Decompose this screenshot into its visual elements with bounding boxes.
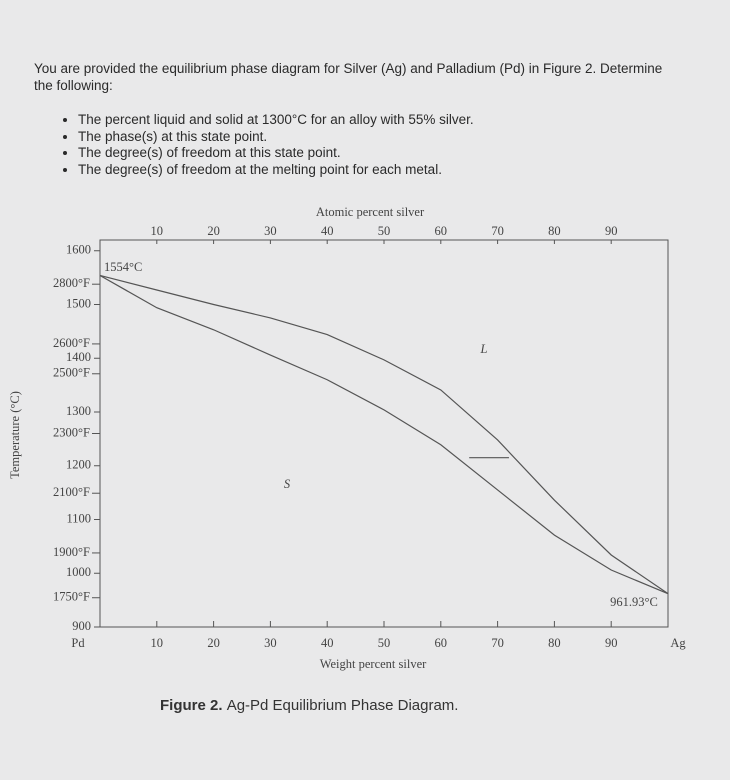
question-list: The percent liquid and solid at 1300°C f… bbox=[56, 112, 474, 178]
y-tick-label: 900 bbox=[72, 619, 91, 633]
y2-tick-label: 1900°F bbox=[53, 545, 90, 559]
question: The percent liquid and solid at 1300°C f… bbox=[78, 112, 474, 129]
x-tick-label: 20 bbox=[207, 636, 220, 650]
plot-frame bbox=[99, 239, 669, 628]
x-tick-label: 10 bbox=[151, 636, 164, 650]
x2-tick-label: 80 bbox=[548, 224, 561, 238]
annotation: S bbox=[284, 477, 291, 491]
x-tick-label: 40 bbox=[321, 636, 334, 650]
x2-tick-label: 70 bbox=[491, 224, 504, 238]
x2-tick-label: 10 bbox=[151, 224, 164, 238]
x2-tick-label: 20 bbox=[207, 224, 220, 238]
top-axis-title: Atomic percent silver bbox=[316, 205, 425, 219]
intro-text: You are provided the equilibrium phase d… bbox=[34, 61, 663, 93]
y-tick-label: 1400 bbox=[66, 350, 91, 364]
caption-label: Figure 2. bbox=[160, 697, 223, 714]
y2-tick-label: 2100°F bbox=[53, 485, 90, 499]
y2-tick-label: 2300°F bbox=[53, 425, 90, 439]
y2-tick-label: 2600°F bbox=[53, 336, 90, 350]
x-tick-label: 90 bbox=[605, 636, 618, 650]
x2-tick-label: 40 bbox=[321, 224, 334, 238]
caption-text: Ag-Pd Equilibrium Phase Diagram. bbox=[226, 697, 459, 714]
x-tick-label: 80 bbox=[548, 636, 561, 650]
annotation: 961.93°C bbox=[610, 595, 658, 609]
y-tick-label: 1200 bbox=[66, 458, 91, 472]
figure-caption: Figure 2. Ag-Pd Equilibrium Phase Diagra… bbox=[160, 697, 458, 714]
x-tick-label: Ag bbox=[670, 636, 686, 650]
annotation: 1554°C bbox=[104, 260, 142, 274]
question: The degree(s) of freedom at the melting … bbox=[78, 162, 474, 179]
x-tick-label: 70 bbox=[491, 636, 504, 650]
y2-tick-label: 2500°F bbox=[53, 366, 90, 380]
phase-boundary bbox=[99, 274, 669, 595]
phase-diagram: Atomic percent silver Weight percent sil… bbox=[8, 205, 687, 671]
y-tick-label: 1100 bbox=[66, 511, 91, 525]
x-axis-title: Weight percent silver bbox=[320, 657, 427, 671]
y-tick-label: 1300 bbox=[66, 404, 91, 418]
y-axis-title: Temperature (°C) bbox=[8, 391, 22, 479]
y-tick-label: 1000 bbox=[66, 565, 91, 579]
phase-boundary bbox=[99, 274, 669, 595]
question: The degree(s) of freedom at this state p… bbox=[78, 145, 474, 162]
y-tick-label: 1600 bbox=[66, 243, 91, 257]
x2-tick-label: 30 bbox=[264, 224, 277, 238]
y-tick-label: 1500 bbox=[66, 296, 91, 310]
annotation: L bbox=[480, 342, 488, 356]
x-tick-label: Pd bbox=[71, 636, 85, 650]
x-tick-label: 60 bbox=[435, 636, 448, 650]
x2-tick-label: 50 bbox=[378, 224, 391, 238]
x2-tick-label: 90 bbox=[605, 224, 618, 238]
y2-tick-label: 1750°F bbox=[53, 590, 90, 604]
question: The phase(s) at this state point. bbox=[78, 129, 474, 146]
x-tick-label: 30 bbox=[264, 636, 277, 650]
x-tick-label: 50 bbox=[378, 636, 391, 650]
x2-tick-label: 60 bbox=[435, 224, 448, 238]
y2-tick-label: 2800°F bbox=[53, 276, 90, 290]
